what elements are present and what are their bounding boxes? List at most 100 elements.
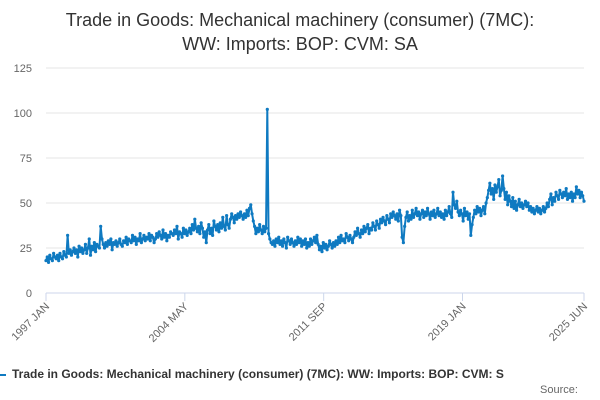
data-point[interactable] bbox=[551, 196, 556, 200]
data-point[interactable] bbox=[433, 215, 437, 219]
data-point[interactable] bbox=[428, 217, 432, 221]
data-point[interactable] bbox=[373, 228, 378, 232]
data-point[interactable] bbox=[504, 190, 509, 194]
data-point[interactable] bbox=[438, 210, 442, 214]
data-point[interactable] bbox=[480, 208, 484, 212]
data-point[interactable] bbox=[546, 205, 550, 209]
data-point[interactable] bbox=[83, 242, 88, 246]
data-point[interactable] bbox=[139, 241, 143, 245]
data-point[interactable] bbox=[488, 181, 492, 185]
data-point[interactable] bbox=[273, 244, 277, 248]
data-point[interactable] bbox=[311, 239, 315, 243]
data-point[interactable] bbox=[573, 196, 577, 200]
data-point[interactable] bbox=[526, 201, 530, 205]
data-point[interactable] bbox=[336, 235, 341, 239]
data-point[interactable] bbox=[479, 214, 483, 218]
data-point[interactable] bbox=[180, 235, 184, 239]
data-point[interactable] bbox=[282, 237, 286, 241]
data-point[interactable] bbox=[424, 214, 428, 218]
data-point[interactable] bbox=[349, 237, 353, 241]
data-point[interactable] bbox=[212, 219, 216, 223]
data-point[interactable] bbox=[54, 257, 58, 261]
data-point[interactable] bbox=[252, 224, 257, 228]
data-point[interactable] bbox=[352, 235, 356, 239]
data-point[interactable] bbox=[513, 199, 517, 203]
data-point[interactable] bbox=[256, 230, 260, 234]
data-point[interactable] bbox=[507, 194, 511, 198]
data-point[interactable] bbox=[152, 241, 156, 245]
data-point[interactable] bbox=[490, 187, 495, 191]
data-point[interactable] bbox=[155, 232, 159, 236]
data-point[interactable] bbox=[554, 190, 558, 194]
data-point[interactable] bbox=[306, 241, 310, 245]
data-point[interactable] bbox=[46, 260, 51, 264]
data-point[interactable] bbox=[272, 239, 276, 243]
data-point[interactable] bbox=[162, 235, 166, 239]
data-point[interactable] bbox=[213, 224, 217, 228]
data-point[interactable] bbox=[289, 237, 294, 241]
data-point[interactable] bbox=[465, 210, 469, 214]
data-point[interactable] bbox=[381, 215, 385, 219]
data-point[interactable] bbox=[577, 188, 581, 192]
data-point[interactable] bbox=[62, 250, 66, 254]
data-point[interactable] bbox=[420, 208, 425, 212]
data-point[interactable] bbox=[244, 215, 248, 219]
data-point[interactable] bbox=[514, 208, 519, 212]
data-point[interactable] bbox=[179, 232, 183, 236]
data-point[interactable] bbox=[541, 205, 545, 209]
data-point[interactable] bbox=[347, 239, 351, 243]
data-point[interactable] bbox=[292, 244, 296, 248]
data-point[interactable] bbox=[125, 242, 129, 246]
data-point[interactable] bbox=[462, 206, 467, 210]
data-point[interactable] bbox=[483, 212, 487, 216]
data-point[interactable] bbox=[447, 205, 451, 209]
data-point[interactable] bbox=[130, 233, 135, 237]
data-point[interactable] bbox=[520, 201, 524, 205]
data-point[interactable] bbox=[464, 214, 468, 218]
data-point[interactable] bbox=[175, 224, 179, 228]
data-point[interactable] bbox=[394, 217, 398, 221]
data-point[interactable] bbox=[251, 219, 255, 223]
data-point[interactable] bbox=[362, 224, 366, 228]
data-point[interactable] bbox=[165, 239, 169, 243]
data-point[interactable] bbox=[455, 199, 459, 203]
data-point[interactable] bbox=[436, 206, 440, 210]
data-point[interactable] bbox=[445, 214, 449, 218]
data-point[interactable] bbox=[193, 217, 197, 221]
data-point[interactable] bbox=[503, 197, 507, 201]
data-point[interactable] bbox=[516, 203, 520, 207]
data-point[interactable] bbox=[303, 237, 308, 241]
data-point[interactable] bbox=[198, 232, 202, 236]
data-point[interactable] bbox=[461, 219, 465, 223]
data-point[interactable] bbox=[263, 230, 267, 234]
data-point[interactable] bbox=[431, 214, 435, 218]
data-point[interactable] bbox=[511, 196, 515, 200]
data-point[interactable] bbox=[443, 208, 447, 212]
data-point[interactable] bbox=[410, 208, 414, 212]
data-point[interactable] bbox=[459, 208, 463, 212]
data-point[interactable] bbox=[399, 214, 403, 218]
data-point[interactable] bbox=[204, 241, 208, 245]
data-point[interactable] bbox=[99, 224, 103, 228]
data-point[interactable] bbox=[329, 242, 333, 246]
data-point[interactable] bbox=[338, 241, 342, 245]
data-point[interactable] bbox=[245, 208, 249, 212]
data-point[interactable] bbox=[343, 241, 347, 245]
data-point[interactable] bbox=[344, 232, 348, 236]
data-point[interactable] bbox=[68, 248, 72, 252]
data-point[interactable] bbox=[60, 257, 65, 261]
data-point[interactable] bbox=[512, 206, 516, 210]
data-point[interactable] bbox=[158, 233, 163, 237]
data-point[interactable] bbox=[57, 259, 61, 263]
data-point[interactable] bbox=[116, 241, 121, 245]
data-point[interactable] bbox=[270, 242, 274, 246]
data-point[interactable] bbox=[451, 190, 455, 194]
data-point[interactable] bbox=[217, 230, 221, 234]
data-point[interactable] bbox=[231, 215, 235, 219]
data-point[interactable] bbox=[216, 223, 220, 227]
data-point[interactable] bbox=[176, 237, 180, 241]
data-point[interactable] bbox=[90, 244, 94, 248]
data-point[interactable] bbox=[544, 206, 548, 210]
data-point[interactable] bbox=[250, 212, 254, 216]
data-point[interactable] bbox=[174, 232, 178, 236]
